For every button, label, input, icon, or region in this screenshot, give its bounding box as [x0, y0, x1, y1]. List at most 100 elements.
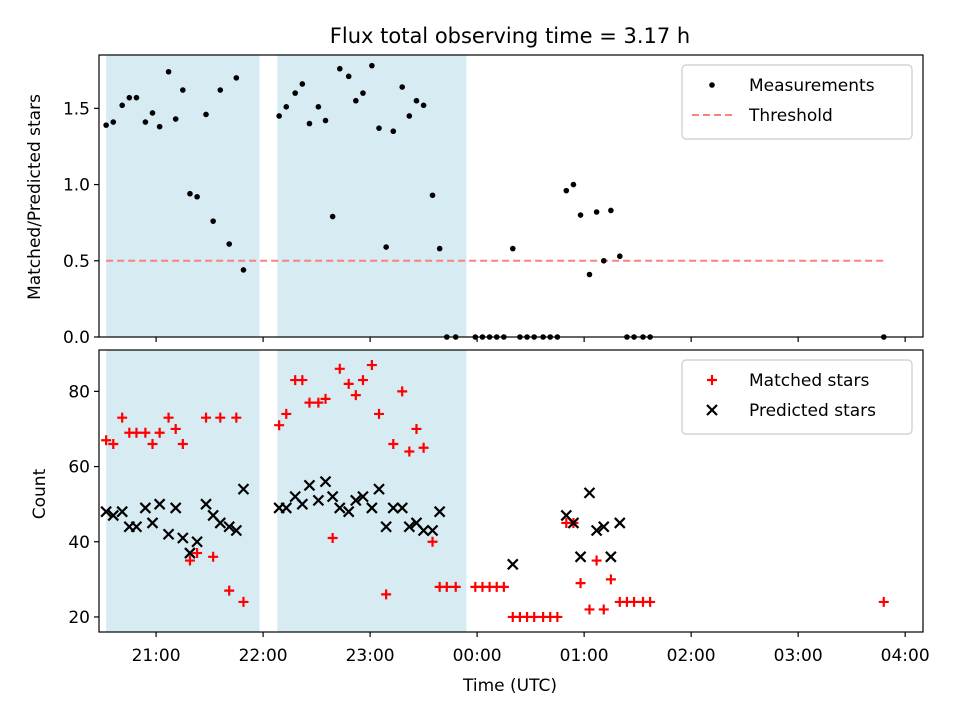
top-legend-label-0: Measurements — [749, 76, 875, 96]
top-series-0-point-35 — [399, 84, 406, 90]
bottom-series-1-point-31 — [366, 502, 378, 514]
bottom-series-0-point-66 — [645, 596, 656, 607]
bottom-series-0-point-60 — [598, 604, 609, 615]
top-legend-label-1: Threshold — [748, 106, 833, 126]
bottom-legend-box — [681, 359, 913, 435]
bottom-series-0-point-59 — [591, 555, 602, 566]
bottom-series-1-point-12 — [191, 535, 203, 548]
bottom-series-1-point-28 — [342, 505, 355, 518]
bottom-x-tick-label-5: 02:00 — [667, 646, 716, 666]
top-series-0-point-26 — [329, 213, 336, 220]
bottom-series-1-point-48 — [605, 551, 617, 563]
bottom-series-0-point-7 — [154, 427, 165, 438]
bottom-series-1-point-7 — [153, 498, 166, 510]
bottom-series-1-point-9 — [169, 502, 182, 514]
top-series-0-point-21 — [292, 90, 298, 96]
bottom-x-tick-label-7: 04:00 — [881, 646, 930, 666]
top-series-0-point-5 — [142, 119, 149, 125]
top-series-0-point-34 — [390, 128, 397, 135]
bottom-x-tick-label-0: 21:00 — [132, 646, 181, 666]
bottom-series-0-point-17 — [231, 412, 242, 423]
bottom-series-0-point-25 — [320, 393, 331, 404]
top-series-0-point-6 — [149, 110, 156, 116]
bottom-y-tick-label-0: 20 — [68, 608, 90, 628]
bottom-series-0-point-10 — [177, 439, 188, 449]
bottom-series-0-point-2 — [117, 412, 128, 423]
bottom-series-1-point-20 — [280, 502, 293, 514]
bottom-series-1-point-47 — [597, 520, 610, 533]
x-axis-label: Time (UTC) — [462, 676, 557, 696]
top-series-0-point-32 — [376, 125, 382, 131]
bottom-x-tick-label-2: 23:00 — [346, 646, 395, 666]
bottom-y-tick-label-1: 40 — [68, 533, 90, 553]
top-series-0-point-58 — [586, 271, 593, 278]
top-series-0-point-37 — [413, 97, 420, 104]
top-series-0-point-1 — [110, 119, 117, 125]
bottom-series-0-point-16 — [224, 585, 235, 596]
top-series-0-point-62 — [616, 253, 623, 260]
bottom-series-0-point-57 — [575, 578, 586, 589]
top-series-0-point-36 — [406, 113, 413, 119]
bottom-series-1-point-11 — [184, 547, 196, 559]
top-legend-box — [681, 64, 913, 140]
bottom-series-1-point-10 — [177, 532, 189, 544]
bottom-series-0-point-30 — [357, 375, 368, 386]
bottom-series-1-point-23 — [303, 479, 316, 492]
bottom-series-0-point-64 — [629, 596, 640, 607]
bottom-series-0-point-67 — [878, 596, 889, 607]
bottom-series-0-point-42 — [450, 581, 461, 592]
top-series-0-point-19 — [276, 113, 282, 119]
bottom-series-1-point-2 — [116, 505, 128, 518]
top-series-0-point-16 — [226, 241, 232, 247]
bottom-series-0-point-5 — [140, 427, 151, 438]
top-axes-frame — [98, 54, 924, 338]
top-series-0-point-60 — [600, 257, 607, 264]
top-series-0-point-40 — [436, 245, 443, 252]
bottom-series-0-point-19 — [274, 420, 285, 431]
top-series-0-point-25 — [322, 117, 329, 124]
top-series-0-point-29 — [353, 97, 359, 104]
bottom-series-0-point-13 — [201, 412, 212, 423]
bottom-series-0-point-61 — [605, 574, 616, 585]
bottom-series-1 — [100, 475, 626, 571]
top-series-0-point-30 — [360, 90, 366, 96]
bottom-series-1-point-25 — [319, 475, 332, 488]
top-series-0-point-10 — [180, 87, 186, 93]
top-y-tick-label-3: 1.5 — [63, 99, 90, 119]
bottom-legend-label-1: Predicted stars — [749, 401, 876, 421]
bottom-series-1-point-45 — [583, 487, 596, 499]
bottom-series-0-point-51 — [529, 611, 540, 622]
bottom-legend-marker-1 — [706, 404, 718, 416]
top-series-0-point-48 — [509, 245, 516, 252]
bottom-series-1-point-18 — [237, 483, 250, 495]
top-series-0-point-59 — [593, 209, 600, 215]
bottom-series-1-point-33 — [380, 520, 392, 533]
bottom-series-0-point-14 — [208, 551, 219, 562]
bottom-series-1-point-4 — [130, 520, 143, 533]
bottom-shaded-interval-0 — [106, 350, 260, 632]
top-series-0-point-28 — [345, 73, 352, 80]
bottom-series-0-point-35 — [397, 386, 408, 397]
top-series-0-point-8 — [165, 68, 172, 75]
top-y-tick-label-0: 0.0 — [63, 328, 90, 348]
top-series-0-point-33 — [383, 244, 389, 250]
bottom-series-1-point-16 — [223, 520, 235, 533]
bottom-series-1-point-49 — [614, 517, 626, 529]
bottom-series-0-point-1 — [108, 439, 119, 449]
bottom-series-0-point-11 — [184, 555, 195, 566]
top-series-0-point-18 — [240, 267, 247, 273]
top-panel: 0.0 0.5 1.0 1.5 Measurements Threshold — [63, 54, 924, 348]
top-series-0-point-13 — [203, 111, 209, 118]
top-series-0-point-7 — [156, 123, 163, 130]
bottom-series-1-point-1 — [107, 509, 120, 522]
bottom-series-0-point-9 — [170, 423, 181, 434]
top-series-0-point-57 — [577, 212, 584, 218]
bottom-series-0-point-58 — [584, 604, 595, 615]
bottom-series-1-point-5 — [139, 502, 152, 514]
bottom-series-1-point-46 — [590, 524, 603, 537]
bottom-series-0-point-29 — [350, 390, 361, 401]
top-legend-marker-0 — [709, 82, 715, 88]
bottom-series-0-point-6 — [147, 439, 158, 449]
bottom-x-tick-label-4: 01:00 — [560, 646, 609, 666]
